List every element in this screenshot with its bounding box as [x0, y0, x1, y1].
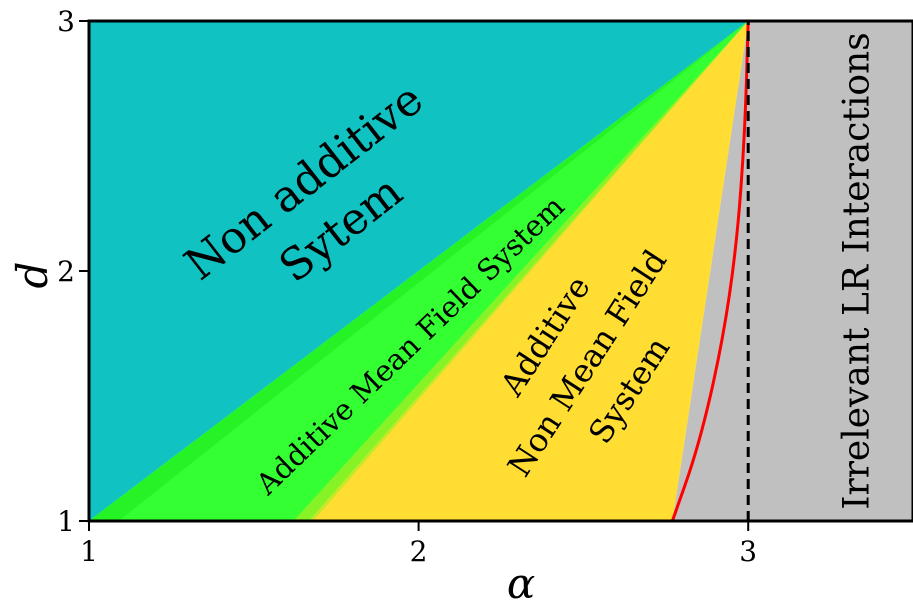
x-tick-label: 1 [80, 535, 98, 568]
band-upper-boundary [89, 21, 749, 521]
y-axis-title: d [8, 262, 57, 289]
x-tick-label: 2 [410, 535, 428, 568]
regions-layer [89, 21, 913, 521]
y-tick-label: 3 [57, 5, 75, 38]
x-axis-title: α [507, 559, 535, 606]
curves-layer [670, 20, 750, 522]
label-irrelevant-lr: Irrelevant LR Interactions [837, 32, 878, 509]
label-irrelevant-lr-line: Irrelevant LR Interactions [837, 32, 878, 509]
band-lower-boundary [293, 21, 749, 521]
x-tick-label: 3 [739, 535, 757, 568]
axes-layer: 1 2 3 1 2 3 α d [8, 5, 913, 606]
red-boundary-curve [670, 20, 750, 522]
region-irrelevant-lr [672, 21, 913, 521]
y-tick-label: 1 [57, 505, 75, 538]
y-tick-label: 2 [57, 255, 75, 288]
